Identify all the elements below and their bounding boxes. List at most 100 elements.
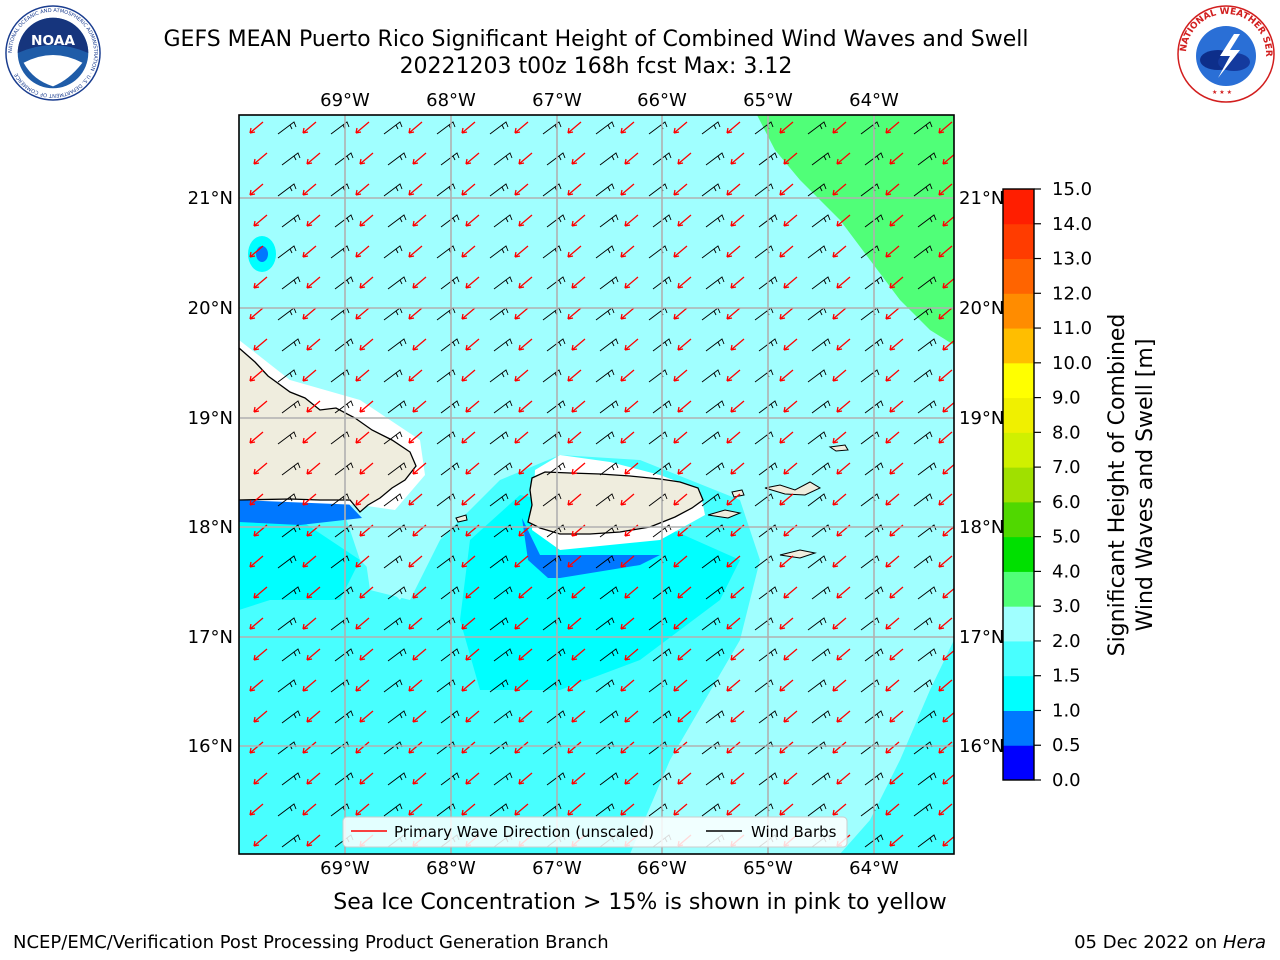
wind-barb: [758, 214, 778, 228]
wave-arrow: [726, 431, 741, 444]
wind-barb: [917, 586, 937, 600]
colorbar-tick-label: 3.0: [1052, 596, 1081, 617]
wave-arrow: [408, 679, 423, 692]
map-plot-area: [239, 115, 989, 854]
colorbar-segment: [1003, 745, 1034, 781]
wind-barb: [913, 493, 933, 507]
lon-label-top: 66°W: [637, 90, 687, 111]
lat-label-left: 19°N: [188, 408, 233, 429]
wave-arrow: [783, 152, 798, 165]
wind-barb: [334, 524, 354, 538]
wind-barb: [595, 245, 615, 259]
wave-arrow: [832, 679, 847, 692]
wave-arrow: [571, 772, 586, 785]
wave-arrow: [889, 772, 904, 785]
wind-barb: [917, 834, 937, 848]
wave-arrow: [514, 369, 529, 382]
wind-barb: [387, 524, 407, 538]
wind-barb: [758, 648, 778, 662]
wave-arrow: [518, 710, 533, 723]
wind-barb: [489, 183, 509, 197]
wave-arrow: [249, 493, 264, 506]
wave-arrow: [938, 121, 953, 134]
wind-barb: [383, 431, 403, 445]
wave-arrow: [832, 369, 847, 382]
wave-arrow: [779, 617, 794, 630]
wave-arrow: [885, 369, 900, 382]
wave-arrow: [355, 617, 370, 630]
wind-barb: [383, 803, 403, 817]
wave-arrow: [677, 400, 692, 413]
wave-arrow: [518, 648, 533, 661]
wave-arrow: [253, 772, 268, 785]
wave-arrow: [673, 555, 688, 568]
wind-barb: [493, 276, 513, 290]
wave-arrow: [726, 679, 741, 692]
wave-arrow: [514, 803, 529, 816]
wind-barb: [387, 710, 407, 724]
wave-arrow: [832, 617, 847, 630]
wind-barb: [383, 679, 403, 693]
wind-barb: [599, 338, 619, 352]
wave-arrow: [889, 152, 904, 165]
wave-arrow: [938, 741, 953, 754]
wave-arrow: [783, 462, 798, 475]
wave-arrow: [889, 214, 904, 227]
wave-arrow: [567, 803, 582, 816]
colorbar-segment: [1003, 467, 1034, 503]
wave-arrow: [620, 369, 635, 382]
wind-barb: [599, 524, 619, 538]
wind-barb: [277, 679, 297, 693]
date-line: 05 Dec 2022 on Hera: [1074, 932, 1266, 953]
wind-barb: [913, 121, 933, 135]
wind-barb: [599, 710, 619, 724]
wind-barb: [967, 494, 985, 506]
wave-arrow: [359, 400, 374, 413]
wave-arrow: [514, 555, 529, 568]
wind-barb: [493, 152, 513, 166]
wave-arrow: [306, 648, 321, 661]
wave-arrow: [779, 555, 794, 568]
wind-barb: [701, 369, 721, 383]
wind-barb: [811, 772, 831, 786]
wave-arrow: [938, 245, 953, 258]
land-culebra: [731, 489, 745, 498]
wave-arrow: [461, 121, 476, 134]
wind-barb: [334, 462, 354, 476]
wind-barb: [440, 772, 460, 786]
wave-arrow: [783, 710, 798, 723]
wind-barb: [864, 834, 884, 848]
machine-name: Hera: [1222, 932, 1266, 953]
wind-barb: [387, 586, 407, 600]
wave-arrow: [783, 586, 798, 599]
wind-barb: [334, 338, 354, 352]
wind-barb: [387, 772, 407, 786]
wave-arrow: [938, 555, 953, 568]
wave-arrow: [885, 741, 900, 754]
wave-arrow: [306, 214, 321, 227]
wave-arrow: [889, 586, 904, 599]
map-frame: [238, 114, 955, 855]
wave-arrow: [359, 586, 374, 599]
wind-barb: [705, 524, 725, 538]
wave-arrow: [412, 710, 427, 723]
wind-barb: [440, 152, 460, 166]
wave-arrow: [302, 741, 317, 754]
wind-barb: [971, 835, 989, 847]
lon-label-top: 68°W: [426, 90, 476, 111]
wave-arrow: [461, 617, 476, 630]
wind-barb: [599, 586, 619, 600]
wind-barb: [864, 338, 884, 352]
colorbar-tick-label: 8.0: [1052, 422, 1081, 443]
lon-label-top: 65°W: [743, 90, 793, 111]
wave-arrow: [677, 338, 692, 351]
nws-logo: NATIONAL WEATHER SERVICE ★ ★ ★: [1176, 4, 1275, 103]
wind-barb: [811, 276, 831, 290]
wind-barb: [705, 648, 725, 662]
wind-barb: [807, 617, 827, 631]
colorbar-segment: [1003, 536, 1034, 572]
wind-barb: [811, 648, 831, 662]
colorbar-tick-label: 6.0: [1052, 492, 1081, 513]
wave-field-spot-core: [256, 246, 268, 262]
